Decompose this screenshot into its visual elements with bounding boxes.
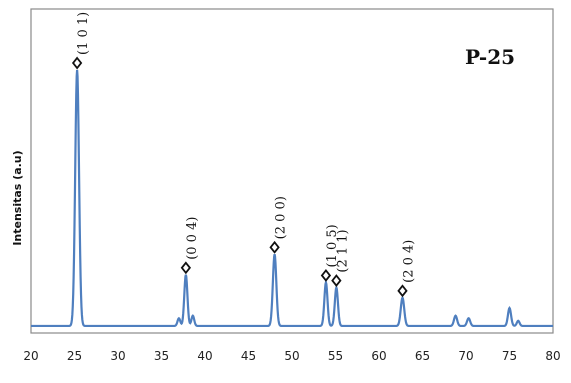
peak-label-3: (2 0 0) — [274, 196, 289, 239]
peak-label-6: (2 0 4) — [401, 240, 416, 283]
x-tick-label-30: 30 — [110, 349, 125, 363]
peak-label-1: (1 0 1) — [76, 12, 91, 55]
x-tick-label-55: 55 — [328, 349, 343, 363]
plot-frame — [30, 8, 554, 334]
peak-marker-5 — [331, 274, 342, 288]
peak-label-4: (1 0 5) — [325, 224, 340, 267]
x-tick-label-40: 40 — [197, 349, 212, 363]
x-tick-label-25: 25 — [67, 349, 82, 363]
peak-marker-6 — [397, 284, 408, 298]
y-axis-label: Intensitas (a.u) — [11, 150, 24, 245]
x-tick-label-65: 65 — [415, 349, 430, 363]
peak-marker-4 — [320, 269, 332, 282]
x-tick-label-45: 45 — [241, 349, 256, 363]
peak-marker-3 — [269, 240, 280, 254]
x-tick-label-75: 75 — [502, 349, 517, 363]
xrd-line-series — [31, 69, 553, 328]
x-tick-label-20: 20 — [23, 349, 38, 363]
peak-marker-2 — [180, 261, 192, 275]
peak-label-5: (2 1 1) — [335, 229, 350, 272]
x-tick-label-50: 50 — [284, 349, 299, 363]
x-tick-label-35: 35 — [154, 349, 169, 363]
peak-marker-1 — [71, 56, 83, 70]
x-tick-label-60: 60 — [371, 349, 386, 363]
x-tick-label-80: 80 — [545, 349, 560, 363]
sample-label: P-25 — [465, 45, 515, 69]
x-tick-label-70: 70 — [458, 349, 473, 363]
peak-label-2: (0 0 4) — [185, 217, 200, 260]
